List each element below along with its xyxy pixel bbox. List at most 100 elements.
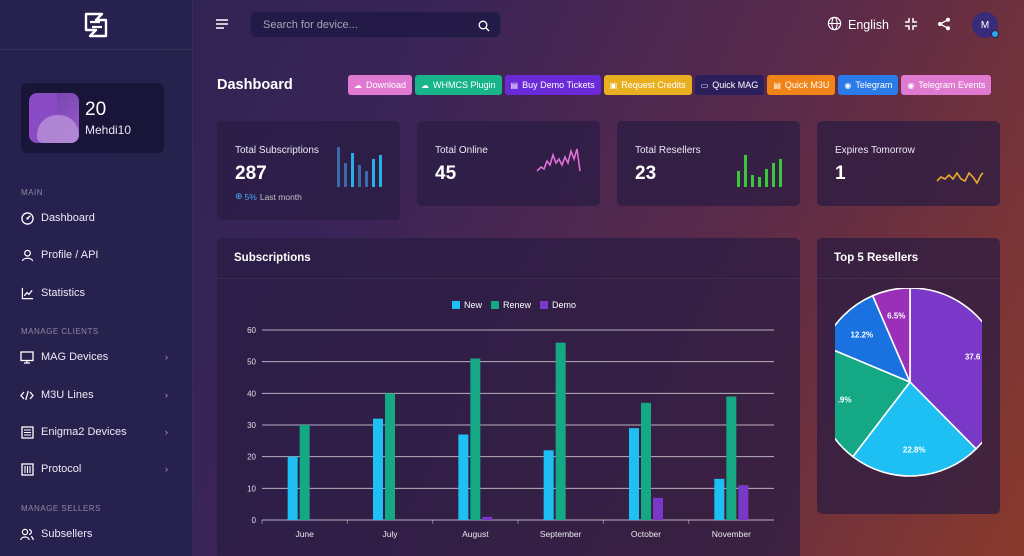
language-selector[interactable]: English: [827, 16, 889, 34]
user-icon: [20, 248, 34, 262]
sidebar-item-subsellers[interactable]: Subsellers: [20, 523, 172, 545]
sidebar-item-m3u-lines[interactable]: M3U Lines ›: [20, 384, 172, 406]
fullscreen-exit-icon[interactable]: [904, 17, 918, 36]
sidebar-item-label: Profile / API: [41, 249, 99, 261]
sidebar-item-protocol[interactable]: Protocol ›: [20, 458, 172, 480]
stat-label: Total Subscriptions: [235, 145, 319, 156]
stat-card-expires-tomorrow: Expires Tomorrow 1: [817, 121, 1000, 206]
sidebar-item-statistics[interactable]: Statistics: [20, 282, 172, 304]
y-tick-label: 0: [252, 516, 257, 525]
pie-slice: [835, 349, 912, 458]
sidebar-item-label: MAG Devices: [41, 351, 109, 363]
stat-value: 287: [235, 163, 267, 184]
stat-label: Expires Tomorrow: [835, 145, 915, 156]
y-tick-label: 50: [247, 358, 256, 367]
menu-icon: [216, 19, 228, 29]
chevron-right-icon: ›: [165, 464, 168, 474]
card-title: Subscriptions: [234, 252, 311, 264]
profile-initial: M: [980, 19, 990, 31]
y-tick-label: 40: [247, 389, 256, 398]
pie-slice-label: .9%: [838, 395, 852, 404]
stat-value: 1: [835, 163, 846, 184]
section-label-main: MAIN: [21, 188, 43, 197]
stat-card-total-online: Total Online 45: [417, 121, 600, 206]
code-icon: [20, 388, 34, 402]
sidebar-item-profile-api[interactable]: Profile / API: [20, 244, 172, 266]
bar-renew: [726, 396, 737, 520]
x-tick-label: June: [295, 529, 314, 539]
sidebar-item-mag-devices[interactable]: MAG Devices ›: [20, 346, 172, 368]
user-avatar: [29, 93, 79, 143]
search-input[interactable]: [263, 18, 473, 31]
stat-value: 23: [635, 163, 657, 184]
pie-slice-label: 37.6: [965, 352, 981, 361]
telegram-icon: ◉: [907, 80, 915, 90]
sidebar-item-label: M3U Lines: [41, 389, 94, 401]
telegram-icon: ◉: [844, 80, 852, 90]
share-icon[interactable]: [937, 17, 951, 36]
logo[interactable]: [0, 0, 192, 50]
y-tick-label: 60: [247, 326, 256, 335]
telegram-events-button[interactable]: ◉ Telegram Events: [901, 75, 992, 95]
pie-slice-label: 6.5%: [887, 312, 905, 321]
whmcs-plugin-button[interactable]: ☁ WHMCS Plugin: [415, 75, 502, 95]
search-icon[interactable]: [478, 19, 490, 37]
request-credits-button[interactable]: ▣ Request Credits: [603, 75, 692, 95]
bar-new: [629, 428, 639, 520]
bar-renew: [470, 358, 481, 520]
section-label-manage-sellers: MANAGE SELLERS: [21, 504, 101, 513]
tv-icon: ▭: [700, 80, 709, 90]
expires-sparkline: [936, 171, 984, 185]
bar-demo: [482, 516, 493, 520]
profile-avatar[interactable]: M: [972, 12, 999, 38]
bar-new: [714, 478, 725, 520]
x-tick-label: July: [382, 529, 398, 539]
pie-slice: [835, 294, 912, 384]
download-button[interactable]: ☁ Download: [348, 75, 413, 95]
user-credit-count: 20: [85, 99, 107, 120]
bar-renew: [385, 393, 395, 520]
quick-m3u-button[interactable]: ▤ Quick M3U: [767, 75, 836, 95]
resellers-sparkline: [737, 155, 782, 187]
subscriptions-bar-chart: 0 10 20 30 40 50 60 June July August September Octo…: [247, 326, 774, 539]
telegram-button[interactable]: ◉ Telegram: [838, 75, 899, 95]
x-tick-label: September: [540, 529, 582, 539]
sidebar-item-label: Protocol: [41, 463, 82, 475]
x-tick-label: October: [631, 529, 661, 539]
bar-demo: [738, 485, 749, 520]
legend-item[interactable]: Demo: [540, 300, 576, 310]
stat-trend: ⊕ 5% Last month: [235, 191, 302, 202]
ticket-icon: ▤: [510, 80, 519, 90]
chevron-right-icon: ›: [165, 390, 168, 400]
chevron-right-icon: ›: [165, 427, 168, 437]
sidebar-item-dashboard[interactable]: Dashboard: [20, 207, 172, 229]
cloud-download-icon: ☁: [421, 80, 430, 90]
x-tick-label: November: [712, 529, 751, 539]
monitor-icon: [20, 350, 34, 364]
dashboard-icon: [20, 211, 34, 225]
sidebar-item-label: Enigma2 Devices: [41, 426, 127, 438]
top-resellers-card: Top 5 Resellers 37.6 22.8% .9% 12.2% 6.5%: [817, 238, 1000, 514]
topbar: English M: [193, 0, 1024, 50]
bar-new: [373, 418, 383, 520]
chevron-right-icon: ›: [165, 352, 168, 362]
user-card[interactable]: 20 Mehdi10: [21, 83, 164, 153]
stat-card-total-resellers: Total Resellers 23: [617, 121, 800, 206]
pie-slice: [909, 288, 982, 451]
protocol-icon: [20, 462, 34, 476]
sidebar: 20 Mehdi10 MAIN Dashboard Profile / API …: [0, 0, 193, 556]
bar-renew: [641, 402, 651, 520]
legend-item[interactable]: New: [452, 300, 482, 310]
quick-mag-button[interactable]: ▭ Quick MAG: [694, 75, 765, 95]
buy-demo-tickets-button[interactable]: ▤ Buy Demo Tickets: [504, 75, 601, 95]
online-sparkline: [536, 148, 581, 172]
bar-new: [458, 434, 469, 520]
cloud-download-icon: ☁: [354, 80, 362, 90]
stat-value: 45: [435, 163, 457, 184]
legend-item[interactable]: Renew: [491, 300, 531, 310]
bar-new: [543, 450, 554, 520]
sidebar-item-label: Subsellers: [41, 528, 93, 540]
sidebar-item-enigma2-devices[interactable]: Enigma2 Devices ›: [20, 421, 172, 443]
menu-toggle-button[interactable]: [215, 17, 229, 31]
credits-icon: ▣: [609, 80, 618, 90]
